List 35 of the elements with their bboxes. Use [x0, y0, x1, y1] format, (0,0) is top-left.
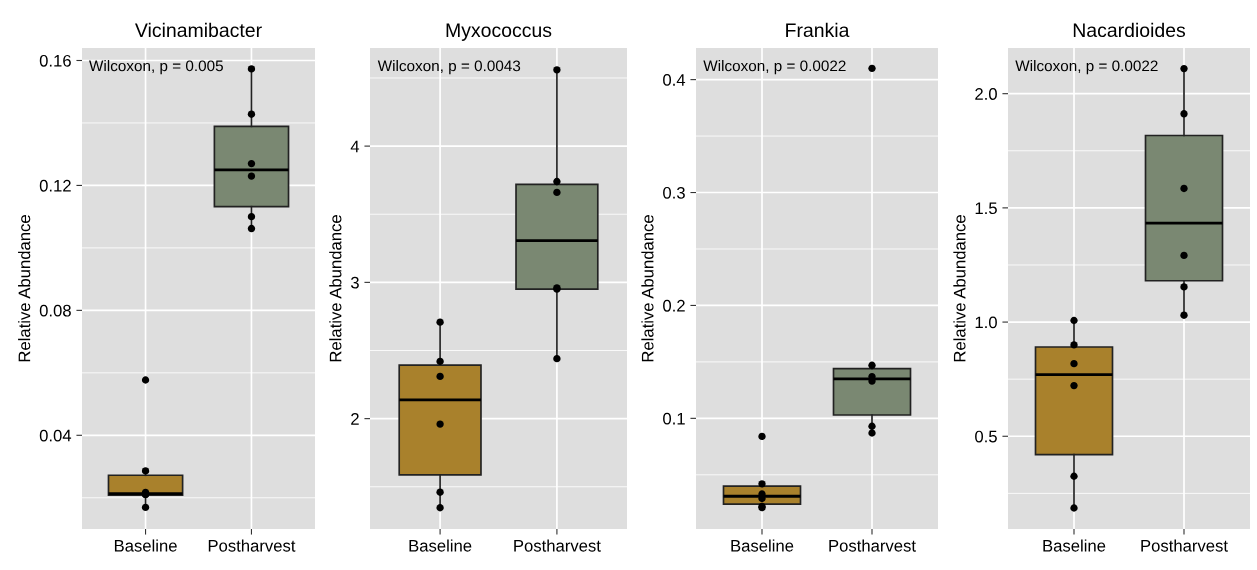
y-tick-label: 3	[350, 276, 359, 289]
y-tick-label: 0.1	[663, 412, 685, 425]
x-tick-label: Postharvest	[514, 539, 601, 552]
y-tick-label: 0.5	[975, 430, 997, 443]
chart-title: Nacardioides	[1073, 22, 1186, 38]
chart-title: Myxococcus	[446, 23, 552, 41]
x-tick-label: Postharvest	[829, 539, 916, 552]
y-tick-label: 2.0	[975, 88, 997, 100]
annotation: Wilcoxon, p = 0.0043	[377, 60, 521, 75]
x-tick-label: Baseline	[731, 539, 794, 552]
y-axis-title: Relative Abundance	[953, 215, 966, 362]
y-axis-title: Relative Abundance	[641, 215, 654, 362]
y-tick-label: 4	[350, 140, 360, 153]
x-tick-label: Postharvest	[1141, 539, 1228, 552]
annotation: Wilcoxon, p = 0.005	[89, 60, 223, 75]
x-tick-label: Baseline	[114, 539, 177, 552]
x-tick-label: Postharvest	[208, 539, 296, 552]
y-tick-label: 0.3	[663, 186, 685, 199]
y-tick-label: 0.16	[39, 54, 71, 67]
y-tick-label: 0.12	[39, 179, 71, 192]
chart-title: Frankia	[786, 22, 850, 38]
y-tick-label: 2	[351, 413, 359, 425]
annotation: Wilcoxon, p = 0.0022	[1015, 60, 1158, 75]
annotation: Wilcoxon, p = 0.0022	[703, 60, 846, 75]
y-tick-label: 1.5	[975, 202, 997, 215]
x-tick-label: Baseline	[1043, 539, 1106, 552]
y-axis-title: Relative Abundance	[329, 215, 342, 362]
y-tick-label: 0.2	[663, 299, 685, 312]
y-tick-label: 0.04	[39, 429, 72, 442]
y-tick-label: 0.08	[39, 304, 71, 317]
y-tick-label: 0.4	[663, 74, 686, 86]
y-tick-label: 1.0	[975, 316, 997, 329]
y-axis-title: Relative Abundance	[18, 215, 31, 362]
chart-title: Vicinamibacter	[135, 22, 262, 38]
x-tick-label: Baseline	[409, 539, 472, 552]
